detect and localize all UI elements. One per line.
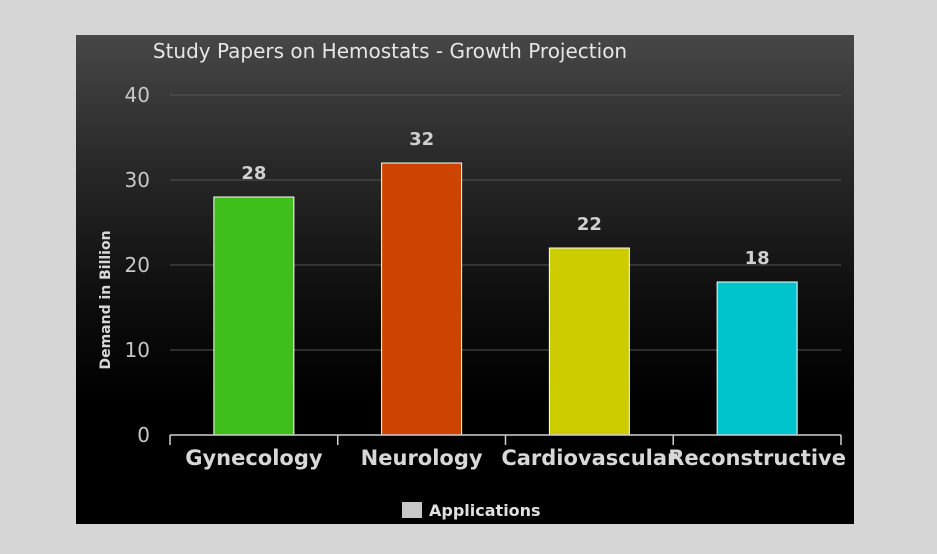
y-tick-label: 40 bbox=[125, 83, 150, 107]
bar-gynecology bbox=[213, 196, 295, 436]
x-tick-label-neurology: Neurology bbox=[361, 446, 483, 470]
legend-label-applications: Applications bbox=[429, 501, 541, 520]
bar-neurology bbox=[381, 162, 463, 436]
y-tick-label: 10 bbox=[125, 338, 150, 362]
y-axis-ticks: 0 10 20 30 40 bbox=[125, 83, 150, 447]
bar-reconstructive bbox=[716, 281, 798, 436]
bars: 28 32 22 18 bbox=[213, 129, 798, 436]
x-axis: Gynecology Neurology CardiovascularReconst… bbox=[169, 434, 846, 470]
y-tick-label: 30 bbox=[125, 168, 150, 192]
bar-cardiovascular bbox=[548, 247, 630, 436]
chart-panel: Study Papers on Hemostats - Growth Proje… bbox=[76, 35, 854, 524]
y-tick-label: 20 bbox=[125, 253, 150, 277]
y-tick-label: 0 bbox=[137, 423, 150, 447]
bar-chart: Study Papers on Hemostats - Growth Proje… bbox=[98, 39, 846, 520]
data-label-neurology: 32 bbox=[409, 129, 434, 150]
legend: Applications bbox=[402, 501, 541, 520]
chart-title: Study Papers on Hemostats - Growth Proje… bbox=[153, 39, 627, 63]
x-tick-label-gynecology: Gynecology bbox=[185, 446, 323, 470]
y-axis-label: Demand in Billion bbox=[98, 230, 114, 369]
legend-swatch-applications bbox=[402, 502, 422, 518]
x-tick-label-reconstructive: Reconstructive bbox=[668, 446, 846, 470]
x-tick-label-cardiovascular: Cardiovascular bbox=[501, 446, 678, 470]
data-label-reconstructive: 18 bbox=[745, 248, 770, 269]
data-label-gynecology: 28 bbox=[241, 163, 266, 184]
data-label-cardiovascular: 22 bbox=[577, 214, 602, 235]
